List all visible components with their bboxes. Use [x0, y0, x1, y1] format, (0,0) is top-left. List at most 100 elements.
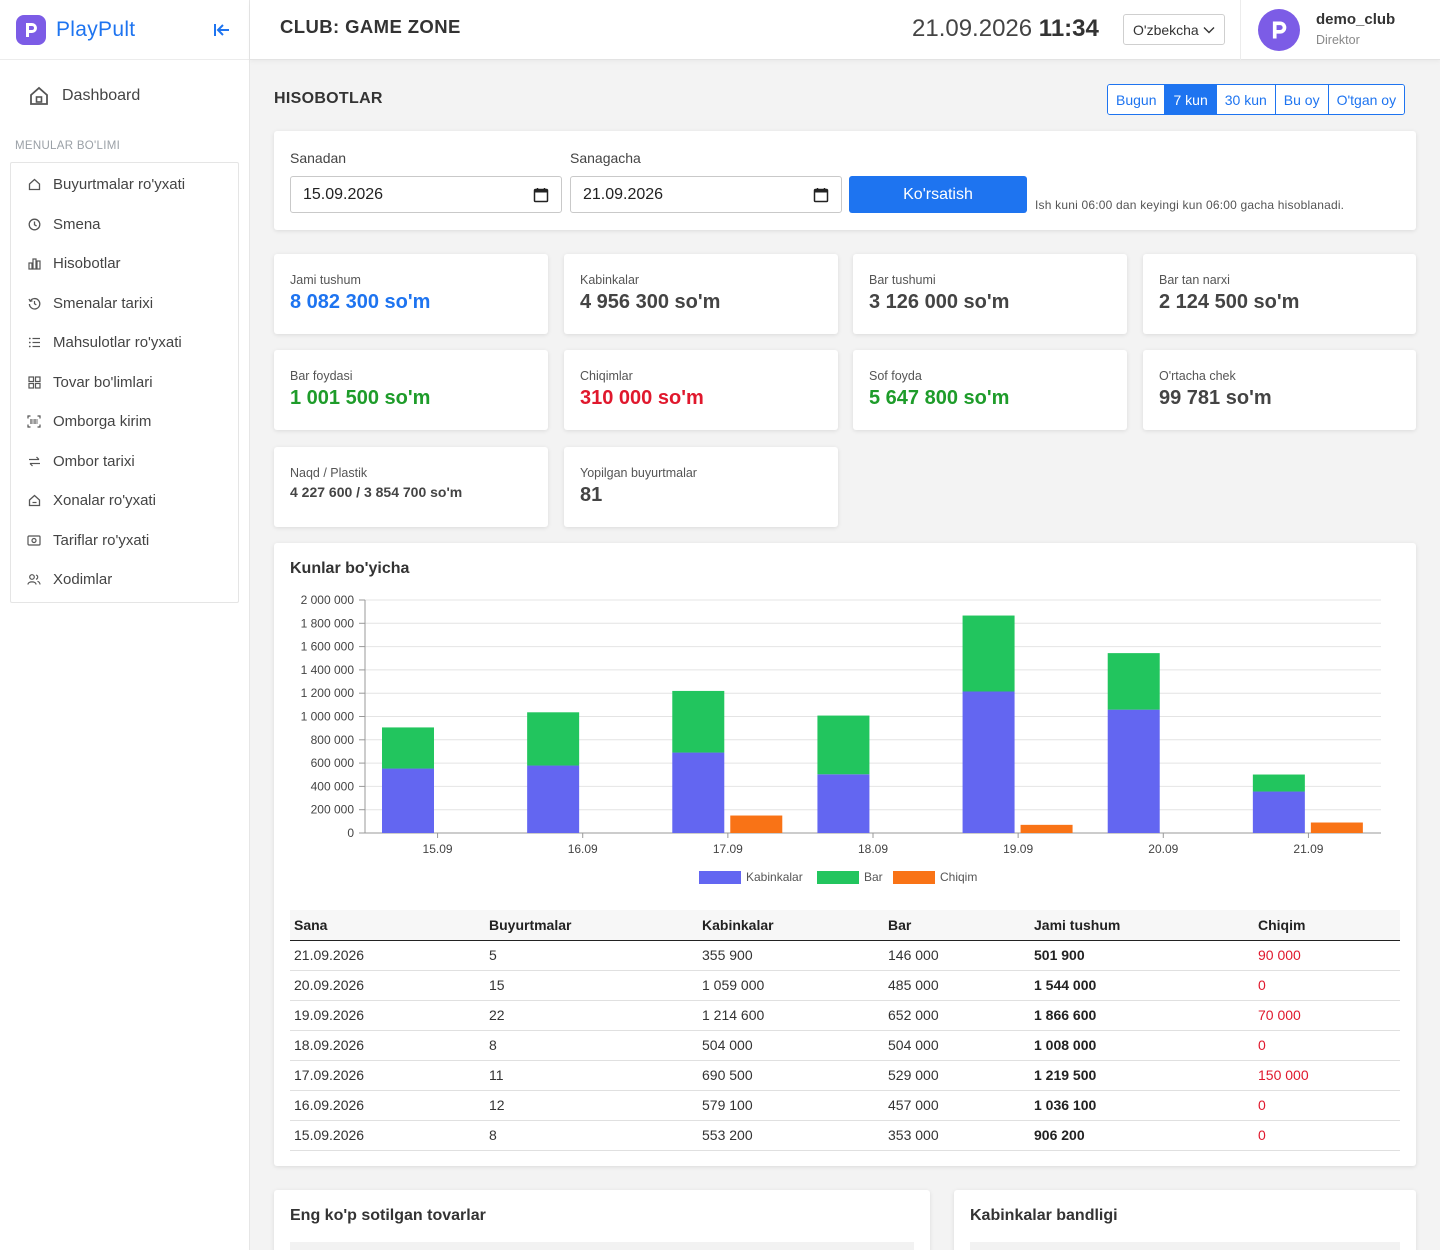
avatar[interactable] — [1258, 9, 1300, 51]
column-header: Bar — [884, 910, 1030, 941]
sidebar-item-label: Buyurtmalar ro'yxati — [53, 176, 186, 194]
collapse-sidebar-icon[interactable] — [211, 19, 233, 41]
to-date-label: Sanagacha — [570, 150, 641, 166]
from-date-input[interactable]: 15.09.2026 — [290, 176, 562, 213]
y-tick-label: 1 800 000 — [301, 616, 355, 630]
stat-value: 99 781 so'm — [1159, 387, 1272, 409]
stat-label: Bar tan narxi — [1159, 273, 1230, 287]
table-row: 16.09.2026 12 579 100 457 000 1 036 100 0 — [290, 1090, 1400, 1121]
from-date-value: 15.09.2026 — [303, 185, 384, 203]
table-cell: 1 214 600 — [698, 1000, 884, 1031]
sidebar-item-rooms[interactable]: Xonalar ro'yxati — [11, 481, 238, 521]
table-cell: 652 000 — [884, 1000, 1030, 1031]
sidebar-item-label: Smena — [53, 215, 101, 233]
table-cell: 11 — [485, 1060, 698, 1091]
range-30-days-button[interactable]: 30 kun — [1216, 85, 1276, 114]
home-icon — [28, 85, 50, 107]
table-cell: 17.09.2026 — [290, 1060, 485, 1091]
table-row: 18.09.2026 8 504 000 504 000 1 008 000 0 — [290, 1030, 1400, 1061]
bar-bar — [817, 715, 870, 775]
table-cell: 906 200 — [1030, 1120, 1254, 1151]
sidebar: PlayPult Dashboard MENULAR BO'LIMI Buyur… — [0, 0, 250, 1250]
table-cell: 529 000 — [884, 1060, 1030, 1091]
stat-label: Bar tushumi — [869, 273, 936, 287]
table-cell: 504 000 — [698, 1030, 884, 1061]
current-date: 21.09.2026 — [912, 15, 1033, 42]
stat-card-bar-profit: Bar foydasi 1 001 500 so'm — [274, 350, 548, 430]
sidebar-item-dashboard[interactable]: Dashboard — [0, 76, 249, 116]
range-last-month-button[interactable]: O'tgan oy — [1328, 85, 1405, 114]
stat-value: 3 126 000 so'm — [869, 291, 1010, 313]
sidebar-item-reports[interactable]: Hisobotlar — [11, 244, 238, 284]
table-cell: 0 — [1254, 1120, 1400, 1151]
bar-bar — [1252, 774, 1305, 792]
x-tick-label: 20.09 — [1148, 842, 1178, 856]
table-cell: 90 000 — [1254, 940, 1400, 971]
table-cell: 5 — [485, 940, 698, 971]
to-date-value: 21.09.2026 — [583, 185, 664, 203]
range-today-button[interactable]: Bugun — [1108, 85, 1166, 114]
sidebar-item-products[interactable]: Mahsulotlar ro'yxati — [11, 323, 238, 363]
stat-value: 5 647 800 so'm — [869, 387, 1010, 409]
y-tick-label: 200 000 — [311, 803, 355, 817]
x-tick-label: 16.09 — [568, 842, 598, 856]
stat-label: Bar foydasi — [290, 369, 353, 383]
bar-bar — [672, 690, 725, 753]
top-products-title: Eng ko'p sotilgan tovarlar — [290, 1207, 486, 1224]
y-tick-label: 1 200 000 — [301, 686, 355, 700]
sidebar-item-label: Smenalar tarixi — [53, 294, 154, 312]
language-value: O'zbekcha — [1133, 21, 1199, 38]
barcode-icon — [27, 415, 41, 429]
sidebar-item-categories[interactable]: Tovar bo'limlari — [11, 363, 238, 403]
sidebar-item-shift-history[interactable]: Smenalar tarixi — [11, 284, 238, 324]
legend-swatch — [699, 871, 741, 884]
table-row: 20.09.2026 15 1 059 000 485 000 1 544 000 0 — [290, 970, 1400, 1001]
sidebar-item-shift[interactable]: Smena — [11, 205, 238, 245]
sidebar-item-label: Omborga kirim — [53, 413, 152, 431]
range-this-month-button[interactable]: Bu oy — [1275, 85, 1329, 114]
bar-chiqim — [1310, 822, 1363, 833]
sidebar-item-orders[interactable]: Buyurtmalar ro'yxati — [11, 165, 238, 205]
sidebar-item-stock-history[interactable]: Ombor tarixi — [11, 442, 238, 482]
cash-icon — [27, 533, 41, 547]
brand-name[interactable]: PlayPult — [56, 17, 136, 41]
bar-bar — [1107, 653, 1160, 710]
y-tick-label: 800 000 — [311, 733, 355, 747]
show-button[interactable]: Ko'rsatish — [849, 176, 1027, 213]
table-cell: 0 — [1254, 970, 1400, 1001]
table-row: 19.09.2026 22 1 214 600 652 000 1 866 600 70 … — [290, 1000, 1400, 1031]
sidebar-item-label: Tariflar ro'yxati — [53, 531, 150, 549]
top-bar: CLUB: GAME ZONE 21.09.2026 11:34 O'zbekc… — [250, 0, 1440, 60]
to-date-input[interactable]: 21.09.2026 — [570, 176, 842, 213]
sidebar-item-label: Xonalar ro'yxati — [53, 492, 156, 510]
stat-label: Naqd / Plastik — [290, 466, 368, 480]
table-cell: 0 — [1254, 1090, 1400, 1121]
cabin-occupancy-card: Kabinkalar bandligi — [954, 1190, 1416, 1250]
bar-chiqim — [730, 815, 783, 833]
playpult-logo-icon[interactable] — [16, 14, 46, 45]
legend-label: Kabinkalar — [746, 870, 803, 884]
bar-kabinkalar — [1252, 791, 1305, 833]
daily-chart-card: Kunlar bo'yicha 0 200 000 400 000 600 000 80… — [274, 543, 1416, 1166]
range-7-days-button[interactable]: 7 kun — [1165, 85, 1217, 114]
sidebar-menu: Buyurtmalar ro'yxati Smena Hisobotlar Sm… — [10, 162, 239, 603]
from-date-label: Sanadan — [290, 150, 347, 166]
stat-card-bar-revenue: Bar tushumi 3 126 000 so'm — [853, 254, 1127, 334]
y-tick-label: 2 000 000 — [301, 593, 355, 607]
sidebar-item-stock-in[interactable]: Omborga kirim — [11, 402, 238, 442]
table-cell: 1 036 100 — [1030, 1090, 1254, 1121]
calendar-icon[interactable] — [533, 187, 549, 203]
calendar-icon[interactable] — [813, 187, 829, 203]
y-tick-label: 1 400 000 — [301, 663, 355, 677]
sidebar-item-tariffs[interactable]: Tariflar ro'yxati — [11, 521, 238, 561]
bar-bar — [382, 727, 434, 769]
language-select[interactable]: O'zbekcha — [1123, 14, 1225, 45]
table-cell: 12 — [485, 1090, 698, 1121]
stat-label: Jami tushum — [290, 273, 361, 287]
sidebar-item-staff[interactable]: Xodimlar — [11, 560, 238, 600]
user-name[interactable]: demo_club — [1316, 11, 1396, 28]
bar-kabinkalar — [817, 774, 870, 833]
legend-swatch — [893, 871, 935, 884]
work-day-hint: Ish kuni 06:00 dan keyingi kun 06:00 gac… — [1035, 198, 1345, 212]
x-tick-label: 18.09 — [858, 842, 888, 856]
